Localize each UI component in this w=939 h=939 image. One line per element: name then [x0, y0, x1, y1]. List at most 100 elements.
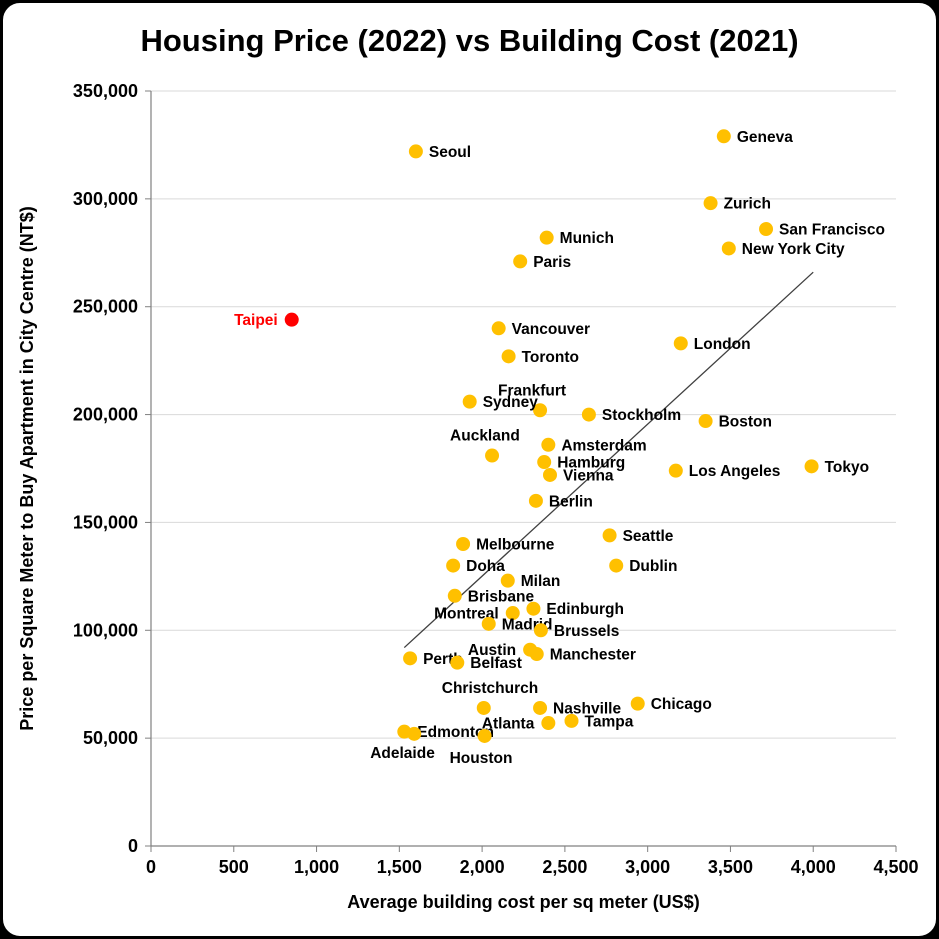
y-tick-label: 350,000 — [73, 81, 138, 101]
city-label-frankfurt: Frankfurt — [498, 382, 566, 399]
data-point-manchester — [529, 647, 544, 662]
trendline — [403, 271, 814, 649]
data-point-san-francisco — [759, 222, 774, 237]
x-tick-label: 4,500 — [873, 857, 918, 877]
city-label-adelaide: Adelaide — [370, 745, 435, 762]
y-tick-label: 250,000 — [73, 297, 138, 317]
x-tick-label: 3,500 — [708, 857, 753, 877]
y-tick-label: 150,000 — [73, 512, 138, 532]
data-point-nashville — [533, 700, 548, 715]
data-point-los-angeles — [668, 463, 683, 478]
data-point-frankfurt — [533, 403, 548, 418]
city-label-melbourne: Melbourne — [476, 537, 555, 554]
data-point-hamburg — [537, 455, 552, 470]
y-tick-label: 200,000 — [73, 405, 138, 425]
chart-title: Housing Price (2022) vs Building Cost (2… — [140, 23, 799, 58]
y-tick-label: 0 — [128, 836, 138, 856]
data-point-toronto — [501, 349, 516, 364]
city-label-new-york-city: New York City — [742, 241, 845, 258]
city-label-taipei: Taipei — [234, 312, 278, 329]
city-label-auckland: Auckland — [450, 428, 520, 445]
city-label-geneva: Geneva — [737, 129, 793, 146]
data-point-brussels — [533, 623, 548, 638]
city-label-edinburgh: Edinburgh — [546, 601, 624, 618]
y-tick-label: 100,000 — [73, 620, 138, 640]
data-point-edinburgh — [526, 601, 541, 616]
x-tick-label: 4,000 — [791, 857, 836, 877]
x-tick-label: 500 — [219, 857, 249, 877]
city-label-sydney: Sydney — [483, 394, 539, 411]
data-point-doha — [446, 558, 461, 573]
city-label-stockholm: Stockholm — [602, 407, 681, 424]
data-point-madrid — [481, 616, 496, 631]
city-label-paris: Paris — [533, 254, 571, 271]
data-point-vancouver — [491, 321, 506, 336]
city-label-seoul: Seoul — [429, 144, 471, 161]
data-point-sydney — [462, 394, 477, 409]
x-tick-label: 1,500 — [377, 857, 422, 877]
y-axis-title: Price per Square Meter to Buy Apartment … — [17, 206, 37, 730]
x-tick-label: 3,000 — [625, 857, 670, 877]
city-label-zurich: Zurich — [724, 196, 771, 213]
x-tick-label: 0 — [146, 857, 156, 877]
data-point-montreal — [505, 606, 520, 621]
x-tick-label: 2,500 — [542, 857, 587, 877]
city-label-brisbane: Brisbane — [468, 588, 535, 605]
city-label-los-angeles: Los Angeles — [689, 463, 781, 480]
city-label-doha: Doha — [466, 558, 505, 575]
data-point-seattle — [602, 528, 617, 543]
data-point-brisbane — [447, 588, 462, 603]
data-point-belfast — [450, 655, 465, 670]
city-label-houston: Houston — [450, 750, 513, 767]
city-label-toronto: Toronto — [522, 349, 579, 366]
data-point-chicago — [630, 696, 645, 711]
city-label-manchester: Manchester — [550, 647, 636, 664]
data-point-perth — [403, 651, 418, 666]
x-tick-label: 1,000 — [294, 857, 339, 877]
x-tick-label: 2,000 — [460, 857, 505, 877]
city-label-seattle: Seattle — [623, 528, 674, 545]
data-point-milan — [500, 573, 515, 588]
data-point-london — [673, 336, 688, 351]
city-label-belfast: Belfast — [470, 655, 522, 672]
data-point-melbourne — [456, 537, 471, 551]
city-label-vienna: Vienna — [563, 467, 614, 484]
data-point-christchurch — [476, 700, 491, 715]
city-label-milan: Milan — [521, 573, 561, 590]
data-point-new-york-city — [721, 241, 736, 256]
scatter-plot: 0 50,000 100,000 150,000 200,000 250,000 300,0… — [17, 81, 919, 912]
data-point-paris — [513, 254, 528, 269]
city-label-montreal: Montreal — [434, 606, 499, 623]
city-label-boston: Boston — [719, 414, 772, 431]
data-point-geneva — [716, 129, 731, 144]
y-tick-label: 50,000 — [83, 728, 138, 748]
x-axis-title: Average building cost per sq meter (US$) — [347, 892, 699, 912]
city-label-brussels: Brussels — [554, 623, 619, 640]
city-label-edmonton: Edmonton — [417, 724, 494, 741]
city-label-berlin: Berlin — [549, 493, 593, 510]
data-point-berlin — [528, 493, 543, 508]
y-tick-label: 300,000 — [73, 189, 138, 209]
data-point-houston — [477, 728, 492, 743]
city-label-amsterdam: Amsterdam — [561, 437, 646, 454]
city-label-chicago: Chicago — [651, 696, 712, 713]
data-point-dublin — [609, 558, 624, 573]
data-point-auckland — [485, 448, 500, 463]
data-point-tokyo — [804, 459, 819, 474]
city-label-munich: Munich — [560, 230, 614, 247]
city-label-san-francisco: San Francisco — [779, 222, 885, 239]
city-label-nashville: Nashville — [553, 700, 621, 717]
data-point-adelaide — [407, 726, 422, 741]
data-point-munich — [539, 230, 554, 245]
data-point-amsterdam — [541, 437, 556, 452]
city-label-tokyo: Tokyo — [825, 459, 870, 476]
city-label-dublin: Dublin — [629, 558, 677, 575]
city-label-vancouver: Vancouver — [512, 321, 590, 338]
city-label-atlanta: Atlanta — [482, 716, 535, 733]
data-point-stockholm — [581, 407, 596, 422]
city-label-christchurch: Christchurch — [442, 680, 538, 697]
city-label-austin: Austin — [468, 642, 516, 659]
data-point-atlanta — [541, 716, 556, 731]
city-label-london: London — [694, 336, 751, 353]
